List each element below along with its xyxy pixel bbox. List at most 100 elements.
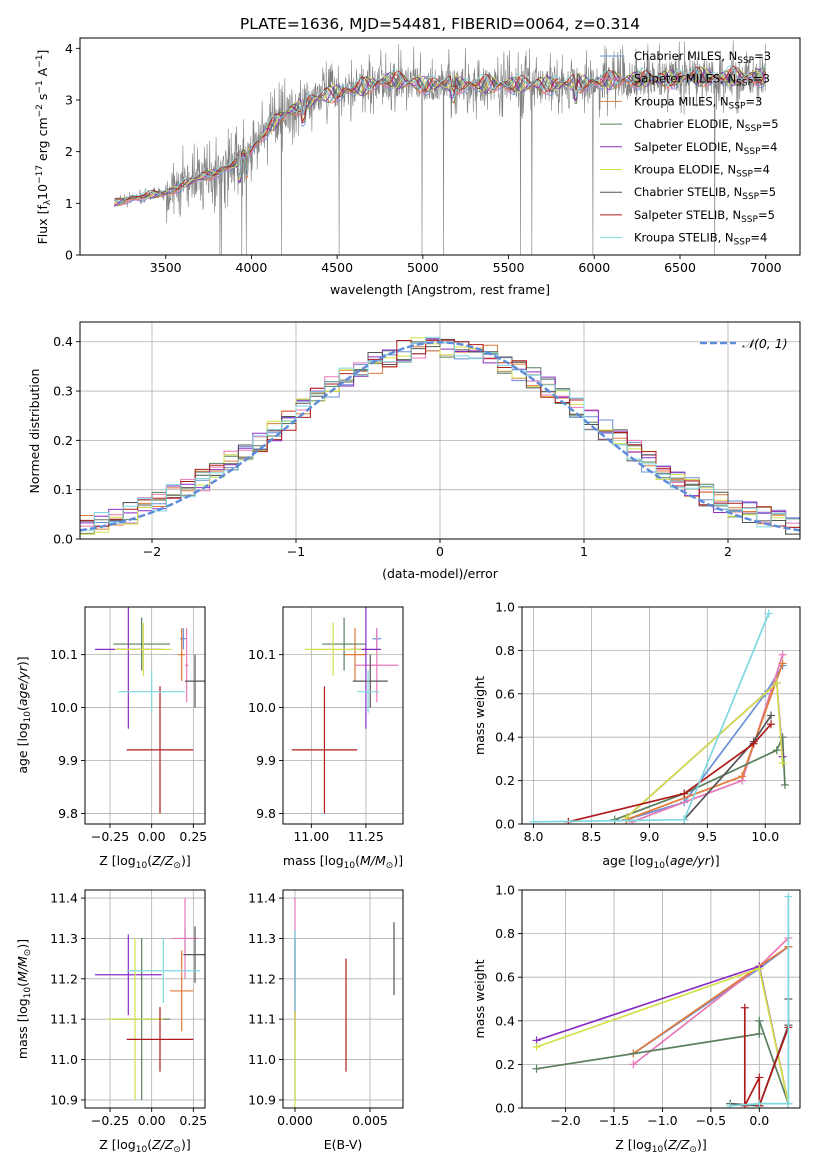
y-tick-label: 0.4	[495, 730, 515, 745]
x-axis-label: age [log10(age/yr)]	[602, 853, 719, 871]
y-tick-label: 0.6	[495, 686, 515, 701]
x-tick-label: −1	[287, 544, 305, 559]
axes-frame	[84, 606, 206, 825]
chart-age_vs_mass: 11.00 11.25 9.8 9.9 10.0 10.1 mass [log10(M/M⊙…	[248, 606, 404, 871]
legend-label: Salpeter MILES, NSSP=3	[634, 72, 770, 89]
figure-title: PLATE=1636, MJD=54481, FIBERID=0064, z=0…	[240, 15, 640, 33]
plot-area	[95, 898, 205, 1100]
x-tick-label: 9.5	[697, 829, 717, 844]
legend-label: 𝒩(0, 1)	[742, 336, 788, 351]
y-tick-label: 4	[65, 41, 73, 56]
y-axis-label: Normed distribution	[27, 369, 42, 494]
plot-area	[114, 40, 767, 255]
y-tick-label: 11.4	[50, 891, 78, 906]
marker-kroupa_miles	[778, 659, 787, 668]
marker-kroupa_stelib	[529, 817, 538, 824]
x-tick-label: 0.00	[138, 829, 166, 844]
chart-weight_vs_Z: −2.0 −1.5 −1.0 −0.5 0.0 0.0 0.2 0.4 0.6 0.8 1.0 Z […	[472, 883, 801, 1155]
x-axis-label: Z [log10(Z/Z⊙)]	[99, 853, 190, 871]
legend-label: Chabrier STELIB, NSSP=5	[634, 185, 776, 202]
axes-frame	[282, 889, 404, 1109]
y-tick-label: 10.1	[50, 647, 78, 662]
x-tick-label: −1.5	[599, 1113, 629, 1128]
x-tick-label: −2.0	[550, 1113, 580, 1128]
x-tick-label: 0	[436, 544, 444, 559]
y-tick-label: 11.1	[50, 1012, 78, 1027]
axes-frame	[521, 889, 801, 1109]
x-tick-label: −0.25	[91, 1113, 129, 1128]
series-salpeter_stelib	[743, 1007, 790, 1107]
data-spectrum	[114, 40, 766, 255]
x-tick-label: 0.00	[138, 1113, 166, 1128]
x-axis-label: (data-model)/error	[382, 566, 499, 581]
legend-label: Kroupa MILES, NSSP=3	[634, 94, 762, 111]
marker-chabrier_elodie	[532, 1064, 541, 1073]
x-axis-label: Z [log10(Z/Z⊙)]	[615, 1137, 706, 1155]
chart-mass_vs_ebv: 0.000 0.005 10.9 11.0 11.1 11.2 11.3 11.4 E(B-V)	[248, 889, 404, 1152]
x-tick-label: 9.0	[639, 829, 659, 844]
marker-salpeter_stelib	[680, 789, 689, 798]
x-tick-label: 0.0	[749, 1113, 769, 1128]
y-axis-label: mass weight	[472, 676, 487, 755]
x-axis-label: mass [log10(M/M⊙)]	[283, 853, 403, 871]
marker-kroupa_elodie	[755, 964, 764, 973]
legend-label: Chabrier ELODIE, NSSP=5	[634, 117, 779, 134]
x-tick-label: 7000	[750, 260, 782, 275]
marker-salpeter_stelib	[740, 1003, 749, 1012]
x-tick-label: −0.25	[91, 829, 129, 844]
marker-kroupa_stelib	[755, 1099, 764, 1108]
marker-kroupa_stelib	[726, 1101, 735, 1108]
series-chabrier_elodie	[536, 1020, 790, 1104]
plot-area	[291, 607, 399, 814]
marker-salpeter_stelib	[767, 720, 776, 729]
x-tick-label: 0.005	[352, 1113, 388, 1128]
x-tick-label: 4500	[321, 260, 353, 275]
chart-mass_vs_Z: −0.25 0.00 0.25 10.9 11.0 11.1 11.2 11.3 11.4 Z […	[15, 889, 207, 1155]
chart-weight_vs_age: 8.0 8.5 9.0 9.5 10.0 0.0 0.2 0.4 0.6 0.8 1.0 age [l…	[472, 600, 801, 871]
marker-salpeter_stelib	[740, 1101, 749, 1108]
x-tick-label: 8.5	[582, 829, 602, 844]
y-tick-label: 0.0	[495, 817, 515, 832]
marker-chabrier_elodie	[610, 815, 619, 824]
series-kroupa_stelib	[533, 613, 770, 823]
x-tick-label: 0.25	[179, 1113, 207, 1128]
y-tick-label: 10.9	[50, 1092, 78, 1107]
x-tick-label: −2	[143, 544, 161, 559]
y-tick-label: 9.8	[58, 806, 78, 821]
legend-label: Salpeter ELODIE, NSSP=4	[634, 140, 777, 157]
y-tick-label: 11.0	[248, 1052, 276, 1067]
x-tick-label: 6000	[578, 260, 610, 275]
y-tick-label: 11.4	[248, 891, 276, 906]
marker-kroupa_stelib	[764, 609, 773, 618]
y-axis-label: mass [log10(M/M⊙)]	[15, 939, 33, 1059]
legend: Chabrier MILES, NSSP=3 Salpeter MILES, NS…	[600, 49, 779, 248]
x-tick-label: 11.00	[293, 829, 329, 844]
y-tick-label: 10.0	[50, 700, 78, 715]
y-tick-label: 1.0	[495, 600, 515, 615]
x-tick-label: 2	[724, 544, 732, 559]
marker-salpeter_miles	[628, 817, 637, 824]
y-tick-label: 11.2	[50, 971, 78, 986]
marker-kroupa_stelib	[680, 815, 689, 824]
y-tick-label: 0.0	[495, 1101, 515, 1116]
y-tick-label: 0	[65, 248, 73, 263]
axes-frame	[282, 606, 404, 825]
marker-chabrier_elodie	[772, 746, 781, 755]
plot-area	[529, 609, 789, 824]
y-tick-label: 3	[65, 93, 73, 108]
y-axis-label: age [log10(age/yr)]	[15, 656, 33, 773]
x-tick-label: −1.0	[647, 1113, 677, 1128]
y-tick-label: 11.3	[248, 931, 276, 946]
marker-salpeter_miles	[629, 1060, 638, 1069]
y-tick-label: 0.3	[53, 384, 73, 399]
x-tick-label: 4000	[236, 260, 268, 275]
y-tick-label: 11.0	[50, 1052, 78, 1067]
marker-kroupa_elodie	[532, 1042, 541, 1051]
chart-residuals: −2 −1 0 1 2 0.0 0.1 0.2 0.3 0.4 𝒩(0, 1) (data-model…	[27, 321, 801, 581]
y-axis-label: Flux [fλ10−17 erg cm−2 s−1 A−1]	[35, 50, 53, 245]
x-tick-label: 6500	[664, 260, 696, 275]
x-tick-label: 10.0	[751, 829, 779, 844]
y-axis-label: mass weight	[472, 959, 487, 1038]
y-tick-label: 0.1	[53, 482, 73, 497]
